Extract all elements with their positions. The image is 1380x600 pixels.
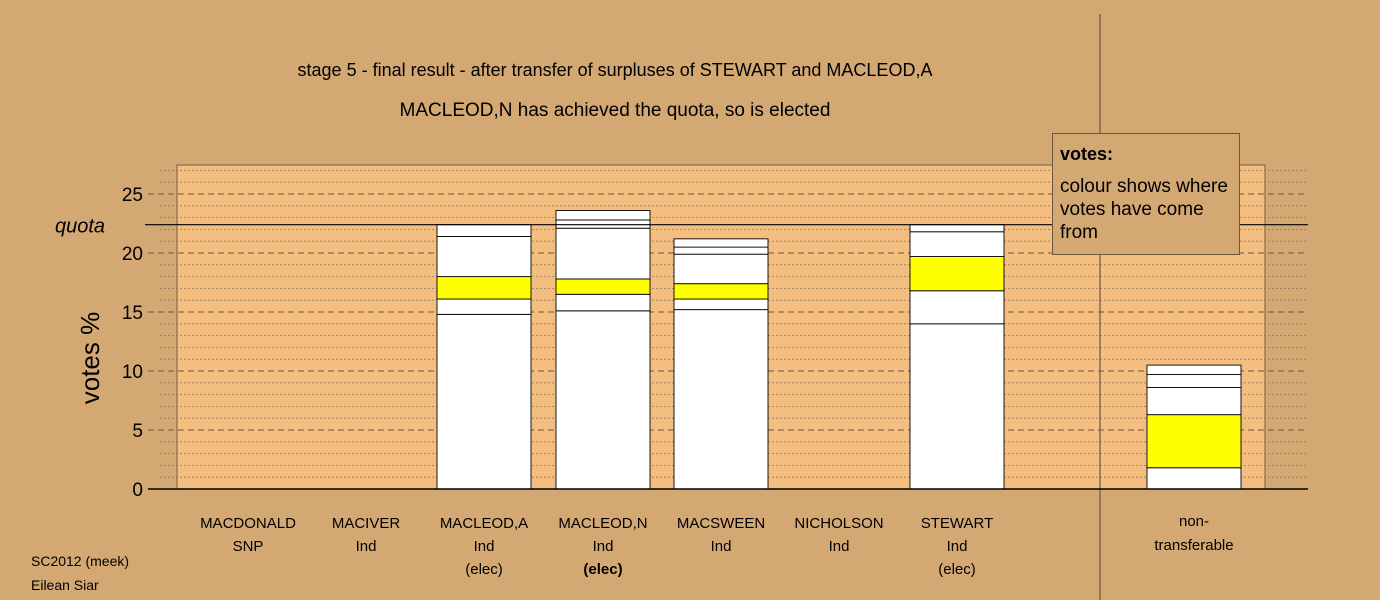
bar-segment [436, 298, 532, 315]
x-tick-label: Ind [947, 538, 968, 555]
y-tick-label: 10 [122, 362, 143, 383]
x-tick-label: Ind [711, 538, 732, 555]
bar-segment [673, 283, 769, 300]
bar-segment [673, 246, 769, 255]
bar-segment [909, 323, 1005, 490]
bar-segment [555, 227, 651, 280]
x-tick-label: (elec) [583, 561, 622, 578]
bar-segment [673, 253, 769, 285]
x-tick-label: Ind [474, 538, 495, 555]
x-tick-label: Ind [593, 538, 614, 555]
bar-segment [909, 224, 1005, 233]
bar-segment [673, 238, 769, 248]
bars [436, 210, 1242, 490]
bar-segment [673, 298, 769, 311]
bar-segment [436, 276, 532, 300]
y-axis-label: votes % [75, 312, 105, 405]
y-tick-label: 5 [132, 421, 143, 442]
y-tick-label: 20 [122, 244, 143, 265]
bar-segment [909, 231, 1005, 257]
chart-title: stage 5 - final result - after transfer … [298, 60, 933, 80]
bar-segment [673, 309, 769, 490]
x-tick-label: SNP [233, 538, 264, 555]
y-tick-label: 0 [132, 480, 143, 501]
x-tick-label: MACLEOD,N [558, 515, 647, 532]
x-tick-label: (elec) [465, 561, 503, 578]
x-tick-label: MACLEOD,A [440, 515, 528, 532]
legend-title: votes: [1060, 144, 1114, 164]
bar-segment [1146, 387, 1242, 416]
x-tick-label: MACSWEEN [677, 515, 765, 532]
bar-segment [1146, 364, 1242, 375]
bar-segment [1146, 414, 1242, 469]
footer-source: SC2012 (meek) [31, 553, 130, 569]
x-tick-label: STEWART [921, 515, 994, 532]
x-tick-label: (elec) [938, 561, 976, 578]
quota-label: quota [55, 216, 105, 238]
bar-segment [1146, 374, 1242, 388]
x-tick-label: MACDONALD [200, 515, 296, 532]
bar-segment [555, 210, 651, 221]
bar-segment [909, 256, 1005, 292]
bar-segment [555, 310, 651, 490]
x-tick-labels: MACDONALD SNP MACIVER Ind MACLEOD,A Ind (elec)… [200, 513, 1234, 578]
bar-segment [555, 278, 651, 295]
x-tick-label: non- [1179, 513, 1209, 530]
y-tick-label: 25 [122, 185, 143, 206]
chart-subtitle: MACLEOD,N has achieved the quota, so is … [400, 100, 831, 121]
legend-body: colour shows where votes have come from [1060, 176, 1228, 243]
footer-area: Eilean Siar [31, 577, 99, 593]
legend-box: votes: colour shows where votes have com… [1052, 133, 1240, 255]
bar-segment [1146, 467, 1242, 490]
x-tick-label: transferable [1154, 537, 1233, 554]
bar-segment [436, 236, 532, 278]
bar-segment [909, 290, 1005, 325]
bar-segment [436, 313, 532, 490]
x-tick-label: MACIVER [332, 515, 401, 532]
bar-segment [555, 293, 651, 312]
y-tick-labels: 0 5 10 15 20 25 [122, 185, 143, 501]
x-tick-label: Ind [356, 538, 377, 555]
x-tick-label: Ind [829, 538, 850, 555]
y-tick-label: 15 [122, 303, 143, 324]
bar-segment [436, 224, 532, 237]
x-tick-label: NICHOLSON [794, 515, 883, 532]
